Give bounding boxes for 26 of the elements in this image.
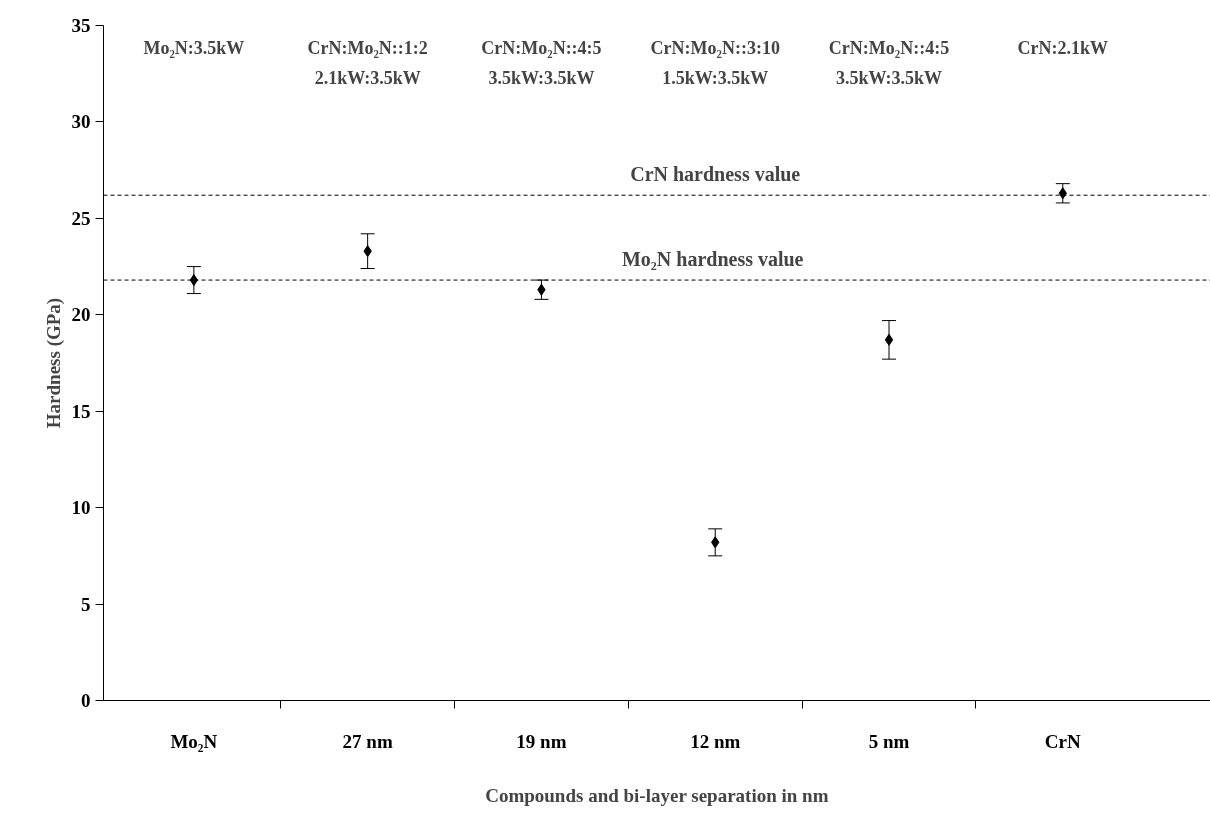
x-axis-title: Compounds and bi-layer separation in nm [485, 784, 829, 806]
y-tick-label: 30 [71, 111, 91, 133]
x-tick-label: CrN [1044, 730, 1081, 752]
y-tick-label: 15 [71, 400, 91, 422]
annotation: CrN:2.1kW [1017, 37, 1109, 58]
y-axis-title: Hardness (GPa) [42, 297, 65, 429]
annotation: CrN:Mo₂N::3:10 1.5kW:3.5kW [650, 37, 780, 88]
y-tick-label: 35 [71, 15, 91, 36]
x-tick-label: 27 nm [342, 730, 393, 752]
point [189, 274, 199, 287]
annotation: Mo₂N:3.5kW [143, 37, 245, 58]
x-tick-label: 19 nm [516, 730, 567, 752]
annotation: CrN:Mo₂N::1:2 2.1kW:3.5kW [307, 37, 428, 88]
ref-line-label: Mo₂N hardness value [621, 248, 804, 271]
ref-line-label: CrN hardness value [630, 163, 801, 186]
annotation: CrN:Mo₂N::4:5 3.5kW:3.5kW [481, 37, 602, 88]
annotation: CrN:Mo₂N::4:5 3.5kW:3.5kW [828, 37, 950, 88]
x-tick-label: 12 nm [690, 730, 741, 752]
x-tick-label: Mo₂N [170, 730, 218, 752]
y-tick-label: 0 [81, 690, 91, 711]
y-tick-label: 5 [81, 593, 91, 615]
x-tick-label: 5 nm [868, 730, 910, 752]
y-tick-label: 25 [71, 207, 91, 229]
y-tick-label: 10 [71, 497, 91, 519]
point [884, 333, 894, 346]
y-tick-label: 20 [71, 304, 91, 326]
